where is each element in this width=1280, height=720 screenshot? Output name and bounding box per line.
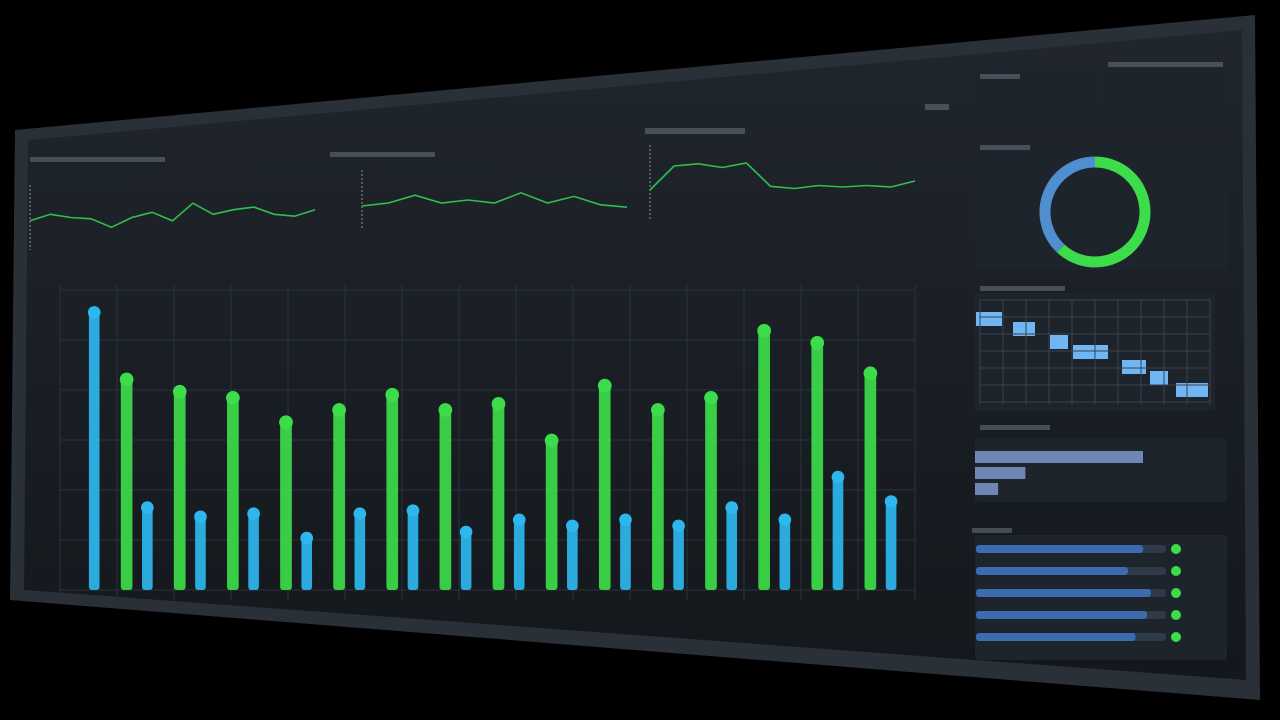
bar-tip	[831, 470, 845, 484]
bar	[439, 407, 452, 590]
bar	[142, 504, 153, 590]
progress-bar	[976, 545, 1144, 553]
screen	[24, 30, 1246, 680]
bar-tip	[194, 510, 207, 524]
bar	[885, 498, 897, 590]
h-bar	[975, 483, 999, 495]
bar-tip	[226, 390, 240, 405]
progress-dot	[1171, 566, 1181, 576]
bar	[120, 376, 133, 590]
illegible-labels	[30, 62, 1223, 533]
progress-dot	[1171, 588, 1181, 598]
bar-tip	[884, 495, 898, 508]
schedule-blocks	[976, 312, 1208, 397]
bar	[248, 510, 259, 590]
bar	[88, 309, 100, 590]
bar	[333, 407, 345, 590]
bar	[407, 507, 419, 590]
progress-bar	[976, 633, 1136, 641]
bar-tip	[300, 531, 314, 545]
bar	[598, 382, 611, 590]
bar-tip	[544, 433, 559, 448]
bar	[280, 419, 292, 590]
bar-tip	[438, 403, 453, 417]
bar-tip	[332, 403, 346, 417]
bar-tip	[87, 306, 101, 319]
progress-dot	[1171, 610, 1181, 620]
bar-tip	[279, 415, 293, 430]
bar	[620, 516, 631, 590]
bar-tip	[119, 372, 134, 387]
bar-tip	[778, 513, 792, 527]
line-series	[29, 202, 316, 229]
bar	[779, 516, 791, 590]
progress-bar	[976, 589, 1151, 597]
schedule-grid	[979, 299, 1211, 405]
bar-tip	[512, 513, 526, 527]
bar	[864, 370, 877, 590]
bar-tip	[566, 519, 579, 533]
bar	[195, 513, 206, 590]
bar	[673, 522, 684, 590]
bar-tip	[491, 397, 506, 411]
bar-tip	[172, 384, 187, 399]
bar-tip	[619, 513, 632, 527]
bar	[652, 407, 664, 590]
line-series	[649, 162, 916, 191]
bar	[301, 535, 313, 590]
bar-tip	[385, 387, 400, 402]
bar	[811, 339, 824, 590]
bar	[460, 529, 472, 590]
donut-segment	[1057, 156, 1151, 268]
charts	[29, 145, 1181, 642]
bar	[386, 391, 399, 590]
bar	[567, 522, 578, 590]
bar-tip	[406, 504, 420, 517]
bar	[173, 388, 186, 590]
bar-tip	[247, 507, 260, 521]
bar-tip	[725, 501, 739, 514]
bar-tip	[810, 336, 825, 350]
bar-tip	[651, 403, 665, 417]
h-bar	[975, 467, 1026, 479]
bar	[758, 327, 770, 590]
bar	[832, 474, 844, 590]
bar-tip	[141, 501, 154, 514]
progress-bar	[976, 611, 1147, 619]
line-series	[361, 191, 628, 208]
bar	[513, 516, 525, 590]
bar-tip	[757, 323, 771, 338]
progress-dot	[1171, 632, 1181, 642]
bar-tip	[459, 525, 473, 539]
bar	[545, 437, 558, 590]
progress-bar	[976, 567, 1128, 575]
bar-tip	[863, 366, 878, 381]
progress-dot	[1171, 544, 1181, 554]
bar-tip	[353, 507, 367, 521]
bar	[227, 394, 239, 590]
donut-segment	[1039, 156, 1096, 253]
bar	[726, 504, 738, 590]
bar-tip	[672, 519, 685, 533]
bar-tip	[597, 378, 612, 393]
bar	[354, 510, 366, 590]
bar-tip	[704, 390, 718, 405]
bar	[492, 400, 505, 590]
h-bar	[975, 451, 1143, 463]
bar	[705, 394, 717, 590]
